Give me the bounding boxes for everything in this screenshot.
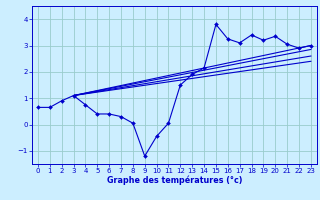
X-axis label: Graphe des températures (°c): Graphe des températures (°c) <box>107 176 242 185</box>
